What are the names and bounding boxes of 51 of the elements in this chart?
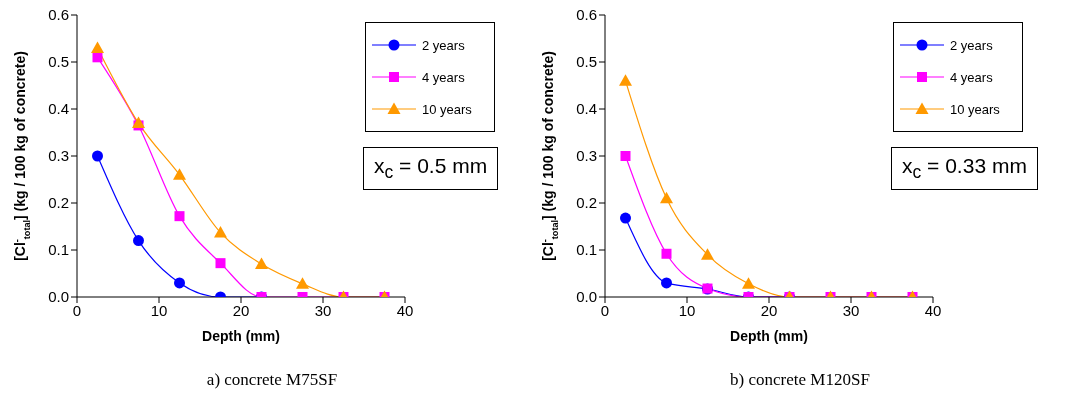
point <box>660 191 673 204</box>
x-tick-label: 0 <box>72 301 82 319</box>
point <box>620 212 631 224</box>
y-tick-label: 0.6 <box>576 6 597 24</box>
point <box>91 41 104 53</box>
legend-label: 4 years <box>950 69 993 85</box>
legend-label: 10 years <box>950 101 1000 117</box>
point <box>296 277 309 289</box>
x-tick-label: 10 <box>150 301 168 319</box>
text: a) concrete M75SF <box>205 370 339 390</box>
point <box>661 248 672 259</box>
y-tick-label: 0.5 <box>576 53 597 71</box>
point <box>255 257 268 270</box>
y-tick-label: 0.0 <box>48 288 69 306</box>
annotation: x$_{c}$ = 0.5 mm <box>363 147 499 191</box>
point <box>214 226 227 238</box>
x-tick-label: 20 <box>760 301 778 319</box>
x-tick-label: 30 <box>842 301 860 319</box>
point <box>92 52 103 63</box>
x-axis-title: Depth (mm) <box>730 328 808 344</box>
point <box>173 168 186 180</box>
x-tick-label: 0 <box>600 301 610 319</box>
point <box>620 151 631 161</box>
y-tick-label: 0.4 <box>576 100 597 118</box>
x-axis-title: Depth (mm) <box>202 328 280 344</box>
y-tick-label: 0.5 <box>48 53 69 71</box>
legend-label: 2 years <box>422 37 465 53</box>
point <box>92 150 103 162</box>
legend-label: 2 years <box>950 37 993 53</box>
x-tick-label: 20 <box>232 301 250 319</box>
x-tick-label: 40 <box>396 301 414 319</box>
point <box>132 116 145 129</box>
x-tick-label: 10 <box>678 301 696 319</box>
point <box>174 211 185 222</box>
y-tick-label: 0.0 <box>576 288 597 306</box>
y-tick-label: 0.2 <box>576 194 597 212</box>
text: b) concrete M120SF <box>729 370 871 390</box>
legend-label: 10 years <box>422 101 472 117</box>
y-tick-label: 0.3 <box>576 147 597 165</box>
y-tick-label: 0.1 <box>576 241 597 259</box>
x-tick-label: 30 <box>314 301 332 319</box>
annotation: x$_{c}$ = 0.33 mm <box>891 147 1038 191</box>
y-tick-label: 0.4 <box>48 100 69 118</box>
point <box>701 248 714 260</box>
legend-label: 4 years <box>422 69 465 85</box>
y-tick-label: 0.6 <box>48 6 69 24</box>
y-tick-label: 0.2 <box>48 194 69 212</box>
point <box>742 277 755 289</box>
y-tick-label: 0.1 <box>48 241 69 259</box>
x-tick-label: 40 <box>924 301 942 319</box>
y-tick-label: 0.3 <box>48 147 69 165</box>
